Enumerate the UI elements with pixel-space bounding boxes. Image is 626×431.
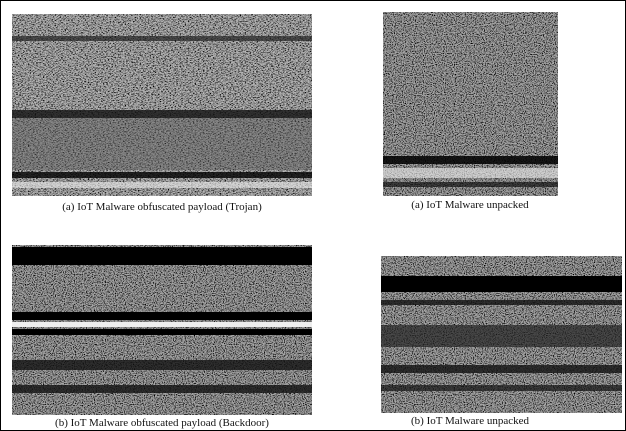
image-backdoor-obfuscated bbox=[12, 245, 312, 415]
image-trojan-obfuscated bbox=[12, 14, 312, 196]
image-unpacked-a bbox=[383, 12, 558, 196]
caption: (b) IoT Malware obfuscated payload (Back… bbox=[55, 417, 269, 429]
caption: (a) IoT Malware obfuscated payload (Troj… bbox=[62, 201, 262, 213]
caption: (a) IoT Malware unpacked bbox=[411, 199, 529, 211]
caption: (b) IoT Malware unpacked bbox=[411, 415, 529, 427]
image-unpacked-b bbox=[381, 256, 622, 413]
